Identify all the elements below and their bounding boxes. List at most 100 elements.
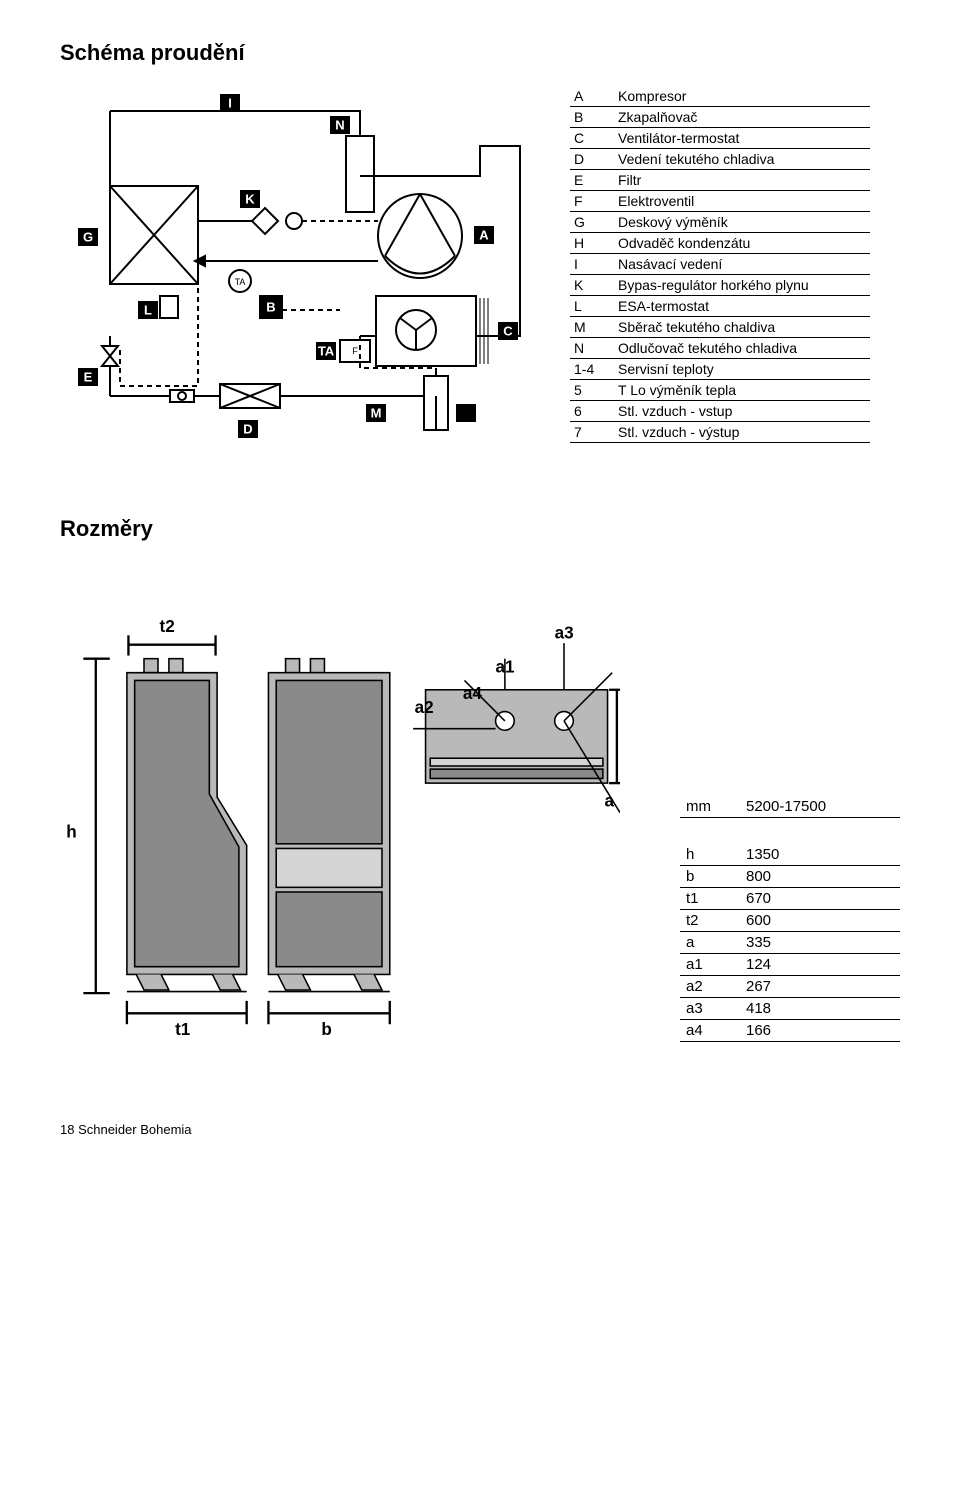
legend-key: D <box>570 149 614 170</box>
legend-row: 6Stl. vzduch - vstup <box>570 401 870 422</box>
dims-title: Rozměry <box>60 516 900 542</box>
dims-key: a1 <box>680 954 740 976</box>
legend-row: 1-4Servisní teploty <box>570 359 870 380</box>
dims-row: t1670 <box>680 888 900 910</box>
dims-key: t2 <box>680 910 740 932</box>
legend-key: 6 <box>570 401 614 422</box>
dims-value: 1350 <box>740 844 900 866</box>
legend-value: Odvaděč kondenzátu <box>614 233 870 254</box>
dims-row: a3418 <box>680 998 900 1020</box>
legend-row: DVedení tekutého chladiva <box>570 149 870 170</box>
dim-label-a1: a1 <box>496 658 516 677</box>
schema-label-D: M <box>371 406 382 421</box>
legend-value: Servisní teploty <box>614 359 870 380</box>
dims-key: b <box>680 866 740 888</box>
dims-row: a1124 <box>680 954 900 976</box>
dim-label-a: a <box>604 791 614 810</box>
legend-key: L <box>570 296 614 317</box>
dims-key: a <box>680 932 740 954</box>
legend-key: 7 <box>570 422 614 443</box>
legend-key: F <box>570 191 614 212</box>
dims-value: 335 <box>740 932 900 954</box>
dim-label-b: b <box>321 1020 331 1039</box>
dims-row: a4166 <box>680 1020 900 1042</box>
schema-label-A: A <box>479 228 489 243</box>
schema-label-H: L <box>144 303 152 318</box>
legend-key: 1-4 <box>570 359 614 380</box>
dims-value: 418 <box>740 998 900 1020</box>
legend-value: ESA-termostat <box>614 296 870 317</box>
schema-label-N: N <box>335 118 344 133</box>
legend-key: G <box>570 212 614 233</box>
dims-value: 166 <box>740 1020 900 1042</box>
legend-value: Ventilátor-termostat <box>614 128 870 149</box>
legend-value: Stl. vzduch - výstup <box>614 422 870 443</box>
dims-header-v: 5200-17500 <box>740 796 900 818</box>
dims-row: a335 <box>680 932 900 954</box>
dims-key: h <box>680 844 740 866</box>
schema-label-L: B <box>266 300 275 315</box>
legend-value: Sběrač tekutého chaldiva <box>614 317 870 338</box>
schema-label-F: E <box>84 370 93 385</box>
dims-key: t1 <box>680 888 740 910</box>
dims-header-k: mm <box>680 796 740 818</box>
dim-label-a3: a3 <box>555 623 574 642</box>
legend-value: T Lo výměník tepla <box>614 380 870 401</box>
legend-table: AKompresorBZkapalňovačCVentilátor-termos… <box>570 86 870 443</box>
legend-row: AKompresor <box>570 86 870 107</box>
dims-diagram: h t2 <box>60 562 620 1082</box>
dims-row: h1350 <box>680 844 900 866</box>
dim-label-a2: a2 <box>415 698 434 717</box>
legend-key: M <box>570 317 614 338</box>
schema-label-I: I <box>228 96 232 111</box>
schema-section: I N K A G TA L B C TA F E D M AKompresor… <box>60 86 900 456</box>
dims-header-table: mm 5200-17500 <box>680 796 900 818</box>
legend-value: Stl. vzduch - vstup <box>614 401 870 422</box>
legend-value: Nasávací vedení <box>614 254 870 275</box>
legend-row: HOdvaděč kondenzátu <box>570 233 870 254</box>
dims-tables: mm 5200-17500 h1350b800t1670t2600a335a11… <box>680 796 900 1042</box>
legend-key: C <box>570 128 614 149</box>
dim-label-t1: t1 <box>175 1020 191 1039</box>
legend-key: 5 <box>570 380 614 401</box>
schema-label-C: TA <box>318 344 335 359</box>
legend-row: FElektroventil <box>570 191 870 212</box>
schema-label-B: C <box>503 324 513 339</box>
legend-value: Bypas-regulátor horkého plynu <box>614 275 870 296</box>
dims-value: 670 <box>740 888 900 910</box>
page-footer: 18 Schneider Bohemia <box>60 1122 900 1137</box>
dims-key: a4 <box>680 1020 740 1042</box>
dims-section: h t2 <box>60 562 900 1082</box>
legend-row: NOdlučovač tekutého chladiva <box>570 338 870 359</box>
schema-label-TA1: TA <box>235 277 246 287</box>
legend-row: EFiltr <box>570 170 870 191</box>
legend-value: Odlučovač tekutého chladiva <box>614 338 870 359</box>
schema-label-K: K <box>245 192 255 207</box>
legend-value: Deskový výměník <box>614 212 870 233</box>
schema-label-G: G <box>83 230 93 245</box>
dims-key: a3 <box>680 998 740 1020</box>
dim-label-a4: a4 <box>463 684 483 703</box>
legend-row: LESA-termostat <box>570 296 870 317</box>
dim-label-t2: t2 <box>160 617 175 636</box>
schema-title: Schéma proudění <box>60 40 900 66</box>
dims-value: 800 <box>740 866 900 888</box>
legend-value: Elektroventil <box>614 191 870 212</box>
legend-key: I <box>570 254 614 275</box>
dims-value: 600 <box>740 910 900 932</box>
dims-row: t2600 <box>680 910 900 932</box>
legend-row: 7Stl. vzduch - výstup <box>570 422 870 443</box>
legend-key: K <box>570 275 614 296</box>
legend-row: CVentilátor-termostat <box>570 128 870 149</box>
legend-value: Filtr <box>614 170 870 191</box>
dims-row: b800 <box>680 866 900 888</box>
dims-values-table: h1350b800t1670t2600a335a1124a2267a3418a4… <box>680 844 900 1042</box>
legend-value: Vedení tekutého chladiva <box>614 149 870 170</box>
legend-row: GDeskový výměník <box>570 212 870 233</box>
schema-label-TA2: F <box>352 346 358 356</box>
schema-diagram: I N K A G TA L B C TA F E D M <box>60 86 540 456</box>
legend-key: A <box>570 86 614 107</box>
dims-value: 124 <box>740 954 900 976</box>
legend-key: B <box>570 107 614 128</box>
legend-row: MSběrač tekutého chaldiva <box>570 317 870 338</box>
